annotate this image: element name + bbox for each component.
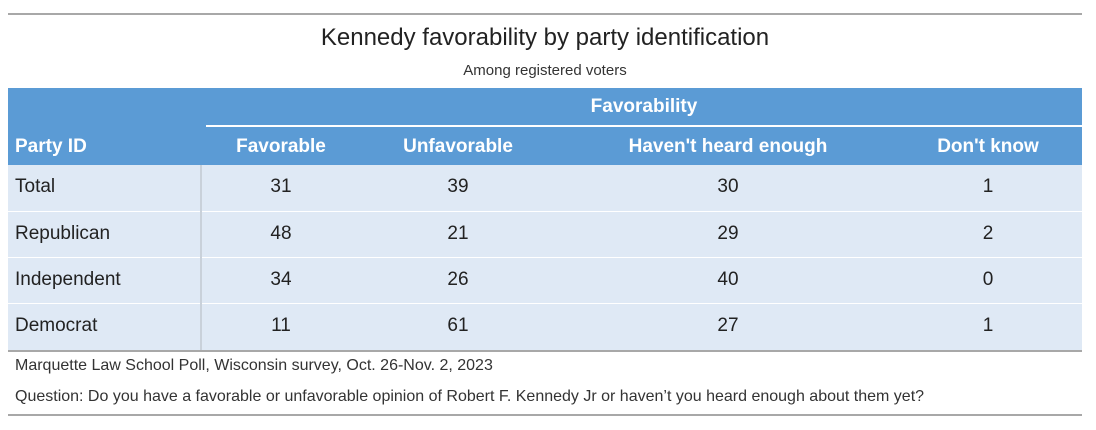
cell-havent-heard-enough: 40 bbox=[717, 269, 739, 290]
col-header-havent-heard-enough: Haven't heard enough bbox=[628, 136, 828, 157]
top-rule bbox=[8, 13, 1082, 15]
cell-unfavorable: 21 bbox=[447, 223, 469, 244]
row-label: Total bbox=[15, 176, 56, 197]
cell-favorable: 34 bbox=[270, 269, 292, 290]
row-divider bbox=[8, 303, 1082, 304]
cell-dont-know: 2 bbox=[982, 223, 994, 244]
row-label: Republican bbox=[15, 223, 111, 244]
cell-dont-know: 0 bbox=[982, 269, 994, 290]
cell-havent-heard-enough: 29 bbox=[717, 223, 739, 244]
table-body: Total 31 39 30 1 Republican 48 21 29 2 I… bbox=[8, 165, 1082, 350]
cell-favorable: 48 bbox=[270, 223, 292, 244]
table-subtitle: Among registered voters bbox=[463, 62, 627, 79]
cell-unfavorable: 61 bbox=[447, 315, 469, 336]
cell-havent-heard-enough: 27 bbox=[717, 315, 739, 336]
source-note: Marquette Law School Poll, Wisconsin sur… bbox=[15, 357, 493, 374]
cell-favorable: 31 bbox=[270, 176, 292, 197]
col-header-party-id: Party ID bbox=[15, 136, 87, 157]
bottom-rule bbox=[8, 414, 1082, 416]
cell-dont-know: 1 bbox=[982, 315, 994, 336]
table-title: Kennedy favorability by party identifica… bbox=[320, 24, 770, 51]
row-divider bbox=[8, 257, 1082, 258]
cell-havent-heard-enough: 30 bbox=[717, 176, 739, 197]
col-header-unfavorable: Unfavorable bbox=[403, 136, 513, 157]
question-note: Question: Do you have a favorable or unf… bbox=[15, 388, 925, 405]
stub-column-divider bbox=[200, 165, 202, 350]
table-row: Total 31 39 30 1 bbox=[8, 165, 1082, 209]
cell-dont-know: 1 bbox=[982, 176, 994, 197]
table-row: Republican 48 21 29 2 bbox=[8, 212, 1082, 256]
row-label: Independent bbox=[15, 269, 121, 290]
col-header-dont-know: Don't know bbox=[937, 136, 1039, 157]
row-divider bbox=[8, 211, 1082, 212]
cell-unfavorable: 39 bbox=[447, 176, 469, 197]
spanner-label: Favorability bbox=[590, 96, 698, 117]
spanner-underline bbox=[206, 125, 1082, 127]
table-figure: Kennedy favorability by party identifica… bbox=[8, 0, 1082, 430]
cell-unfavorable: 26 bbox=[447, 269, 469, 290]
cell-favorable: 11 bbox=[271, 315, 291, 336]
table-row: Democrat 11 61 27 1 bbox=[8, 304, 1082, 348]
table-header: Favorability Party ID Favorable Unfavora… bbox=[8, 88, 1082, 165]
row-label: Democrat bbox=[15, 315, 98, 336]
col-header-favorable: Favorable bbox=[236, 136, 326, 157]
table-row: Independent 34 26 40 0 bbox=[8, 258, 1082, 302]
table-bottom-rule bbox=[8, 350, 1082, 352]
